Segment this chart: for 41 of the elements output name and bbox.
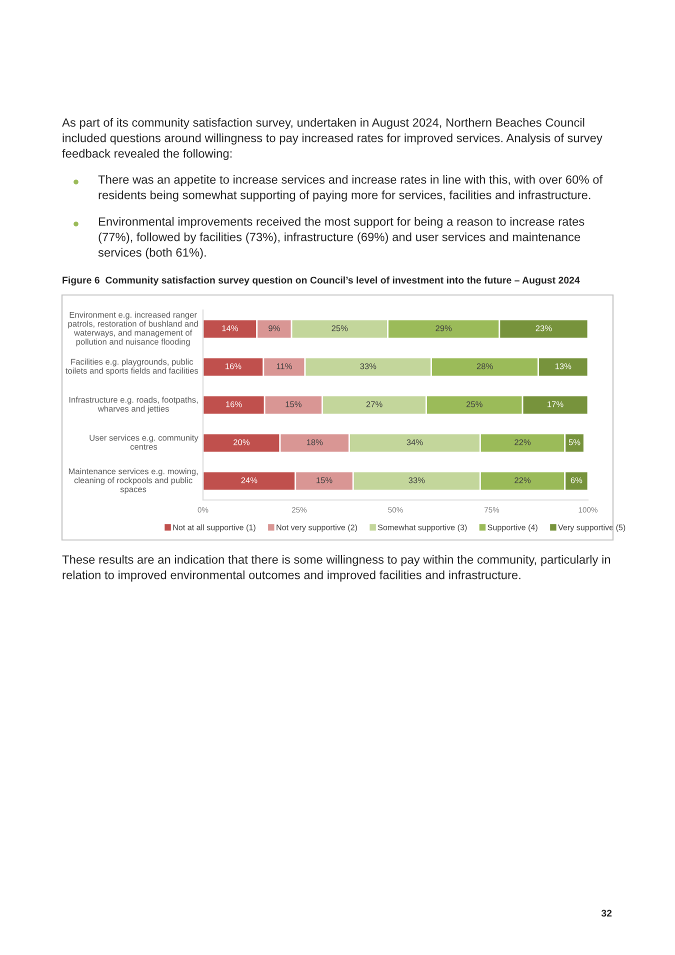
legend-label: Not very supportive (2) bbox=[276, 524, 357, 532]
text: 32 bbox=[601, 910, 612, 917]
data-label: 28% bbox=[476, 363, 493, 370]
data-label: 14% bbox=[222, 325, 238, 332]
data-label: 22% bbox=[514, 439, 531, 446]
y-tick-label: Environment e.g. increased ranger patrols, restoration of bushland and waterways, and management of pollution and nuisance flooding bbox=[68, 312, 198, 346]
text: Environmental improvements received the most support for being a reason to increase rates (77%), followed by facilities (73%), infrastructure (69%) and user services and maintenance services (both 61%). bbox=[98, 217, 584, 260]
y-tick-label: User services e.g. community centres bbox=[90, 434, 198, 450]
data-label: 5% bbox=[568, 439, 580, 446]
data-label: 23% bbox=[536, 325, 552, 332]
data-label: 20% bbox=[234, 439, 250, 446]
legend-label: Not at all supportive (1) bbox=[173, 524, 256, 532]
data-label: 15% bbox=[286, 401, 302, 408]
legend-label: Supportive (4) bbox=[488, 524, 538, 532]
y-tick-label: Facilities e.g. playgrounds, public toilets and sports fields and facilities bbox=[66, 358, 198, 376]
data-label: 24% bbox=[241, 477, 258, 484]
data-label: 27% bbox=[366, 401, 382, 408]
legend-label: Somewhat supportive (3) bbox=[378, 524, 467, 532]
data-label: 29% bbox=[436, 325, 452, 332]
data-label: 22% bbox=[514, 477, 531, 484]
y-tick-label: Infrastructure e.g. roads, footpaths, wharves and jetties bbox=[69, 396, 198, 414]
data-label: 18% bbox=[306, 439, 323, 446]
text: There was an appetite to increase services and increase rates in line with this, with over 60% of residents being somewhat supporting of paying more for services, facilities and infrastructure. bbox=[98, 175, 603, 202]
data-label: 9% bbox=[268, 325, 280, 332]
legend-label: Very supportive (5) bbox=[558, 524, 626, 532]
data-label: 15% bbox=[316, 477, 332, 484]
data-label: 25% bbox=[466, 401, 482, 408]
text: As part of its community satisfaction survey, undertaken in August 2024, Northern Beaches Council included questions around willingness to pay increased rates for improved services. Analysis of survey feedback revealed the following: bbox=[62, 118, 602, 160]
data-label: 25% bbox=[332, 325, 348, 332]
y-tick-label: Maintenance services e.g. mowing, cleaning of rockpools and public spaces bbox=[68, 468, 198, 494]
data-label: 33% bbox=[408, 477, 425, 484]
data-label: 11% bbox=[276, 363, 292, 370]
data-label: 16% bbox=[226, 363, 242, 370]
data-label: 33% bbox=[360, 363, 376, 370]
data-label: 34% bbox=[406, 439, 423, 446]
chart-title: Figure 6 Community satisfaction survey question on Council’s level of investment into the future – August 2024 bbox=[62, 276, 580, 286]
data-label: 6% bbox=[570, 477, 582, 484]
text: These results are an indication that there is some willingness to pay within the community, particularly in relation to improved environmental outcomes and improved facilities and infrastructure. bbox=[62, 555, 610, 582]
data-label: 16% bbox=[226, 401, 242, 408]
data-label: 17% bbox=[548, 401, 564, 408]
data-label: 13% bbox=[555, 363, 572, 370]
